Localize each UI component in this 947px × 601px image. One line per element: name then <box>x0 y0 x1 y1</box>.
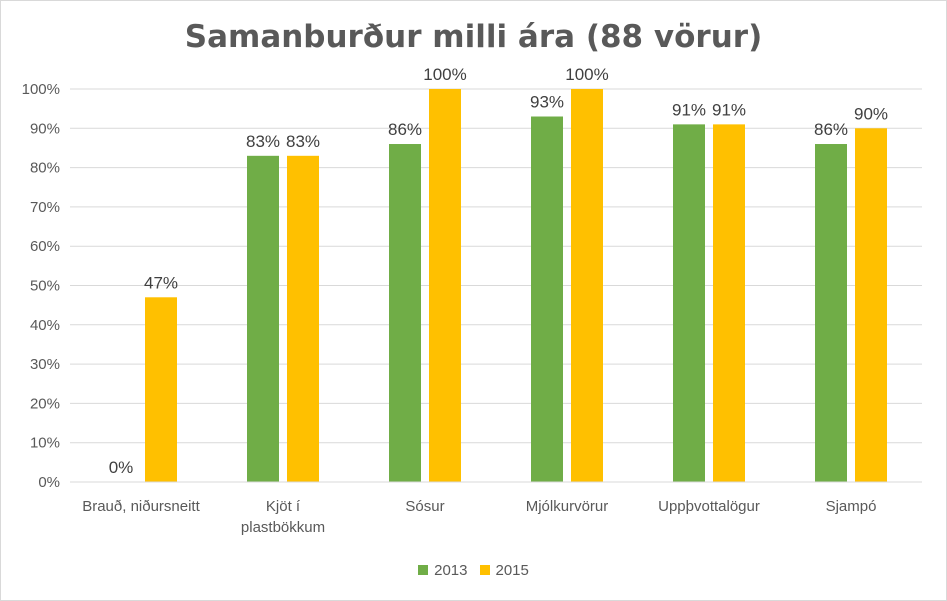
y-tick-label: 100% <box>22 81 60 98</box>
bar <box>287 155 319 482</box>
bar <box>673 124 705 483</box>
legend-label: 2013 <box>434 562 468 579</box>
y-tick-label: 0% <box>38 474 60 491</box>
legend-item: 2013 <box>418 562 468 579</box>
y-tick-label: 80% <box>30 160 60 177</box>
x-tick-label-line: Kjöt í <box>266 498 301 515</box>
data-label: 90% <box>854 104 888 123</box>
bar <box>855 128 887 483</box>
legend-label: 2015 <box>495 562 529 579</box>
legend-swatch <box>479 565 490 575</box>
y-tick-label: 10% <box>30 435 60 452</box>
data-label: 47% <box>144 273 178 292</box>
data-label: 93% <box>530 93 564 112</box>
bar <box>531 116 563 482</box>
x-tick-label-line: Sjampó <box>826 498 877 515</box>
bar <box>815 144 847 482</box>
x-tick-label-line: Brauð, niðursneitt <box>82 498 200 515</box>
bar <box>571 89 603 482</box>
x-tick-label-line: Sósur <box>405 498 444 515</box>
bar <box>247 155 279 482</box>
data-label: 83% <box>286 132 320 151</box>
x-tick-label: Kjöt í plastbökkum <box>241 498 325 536</box>
x-tick-label: Brauð, niðursneitt <box>82 498 200 515</box>
y-tick-label: 60% <box>30 238 60 255</box>
x-tick-label: Uppþvottalögur <box>658 498 760 515</box>
data-label: 91% <box>672 100 706 119</box>
data-label: 100% <box>423 65 466 84</box>
data-label: 83% <box>246 132 280 151</box>
data-label: 86% <box>814 120 848 139</box>
x-tick-label-line: Uppþvottalögur <box>658 498 760 515</box>
data-label: 0% <box>109 458 134 477</box>
x-tick-label-line: Mjólkurvörur <box>526 498 609 515</box>
data-label: 86% <box>388 120 422 139</box>
bar <box>145 297 177 482</box>
data-label: 91% <box>712 100 746 119</box>
x-tick-label: Mjólkurvörur <box>526 498 609 515</box>
y-tick-label: 90% <box>30 120 60 137</box>
chart-legend: 2013 2015 <box>1 562 946 579</box>
y-tick-label: 20% <box>30 395 60 412</box>
x-tick-label-line: plastbökkum <box>241 519 325 536</box>
legend-swatch <box>418 565 429 575</box>
y-tick-label: 70% <box>30 199 60 216</box>
legend-item: 2015 <box>479 562 529 579</box>
y-tick-label: 40% <box>30 317 60 334</box>
y-tick-label: 50% <box>30 278 60 295</box>
bar <box>389 144 421 482</box>
chart-title: Samanburður milli ára (88 vörur) <box>184 19 763 55</box>
bar <box>429 89 461 482</box>
x-tick-label: Sósur <box>405 498 444 515</box>
y-tick-label: 30% <box>30 356 60 373</box>
data-label: 100% <box>565 65 608 84</box>
x-tick-label: Sjampó <box>826 498 877 515</box>
bar <box>713 124 745 483</box>
